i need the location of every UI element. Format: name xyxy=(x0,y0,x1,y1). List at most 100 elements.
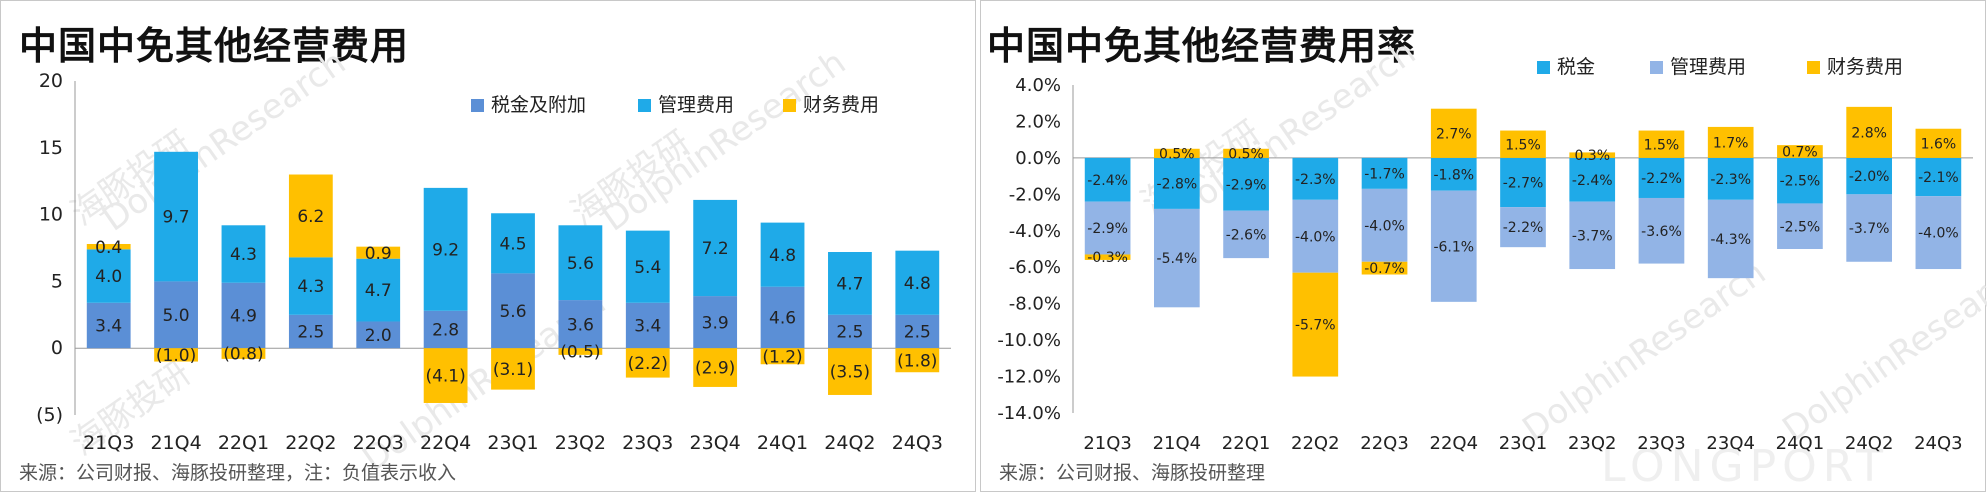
bar-23Q3-管理费用 xyxy=(1638,197,1685,264)
data-label: 0.9 xyxy=(365,244,392,264)
bar-22Q1-财务费用 xyxy=(221,348,266,359)
data-label: -3.6% xyxy=(1641,224,1682,240)
data-label: (0.5) xyxy=(560,343,600,363)
data-label: 2.5 xyxy=(836,323,863,343)
data-label: -5.7% xyxy=(1295,318,1336,334)
data-label: 0.4 xyxy=(95,238,122,258)
x-tick-label: 22Q4 xyxy=(1430,433,1479,454)
bar-22Q2-税金及附加 xyxy=(288,314,333,349)
data-label: (4.1) xyxy=(425,367,465,387)
bar-23Q3-管理费用 xyxy=(625,230,670,303)
data-label: 3.6 xyxy=(567,315,594,335)
bar-23Q1-财务费用 xyxy=(491,348,535,390)
data-label: 4.7 xyxy=(836,275,863,295)
bar-23Q1-税金及附加 xyxy=(491,273,535,349)
data-label: 2.8 xyxy=(432,321,459,341)
data-label: 4.8 xyxy=(769,246,796,266)
data-label: -4.0% xyxy=(1364,218,1405,234)
bar-23Q1-管理费用 xyxy=(491,213,535,274)
data-label: -6.1% xyxy=(1433,239,1474,255)
data-label: 0.7% xyxy=(1782,145,1818,161)
bar-23Q1-税金 xyxy=(1500,157,1546,208)
data-label: -2.2% xyxy=(1641,171,1682,187)
y-tick-label: 20 xyxy=(39,70,63,92)
bar-24Q1-管理费用 xyxy=(760,222,805,287)
legend-swatch-税金 xyxy=(1537,61,1550,74)
data-label: 0.3% xyxy=(1574,148,1610,164)
x-tick-label: 21Q3 xyxy=(1083,433,1132,454)
data-label: 9.2 xyxy=(432,240,459,260)
bar-24Q1-管理费用 xyxy=(1777,203,1823,249)
legend-swatch-财务费用 xyxy=(783,99,796,112)
data-label: -2.4% xyxy=(1572,173,1613,189)
legend-swatch-税金及附加 xyxy=(471,99,484,112)
data-label: -2.7% xyxy=(1503,176,1544,192)
data-label: 0.5% xyxy=(1228,146,1264,162)
data-label: -3.7% xyxy=(1572,228,1613,244)
x-tick-label: 23Q3 xyxy=(1637,433,1686,454)
chart-source: 来源：公司财报、海豚投研整理，注：负值表示收入 xyxy=(19,462,457,484)
bar-23Q4-管理费用 xyxy=(1707,199,1754,279)
bar-23Q2-财务费用 xyxy=(558,348,603,355)
x-tick-label: 22Q1 xyxy=(218,432,269,454)
bar-21Q4-财务费用 xyxy=(154,348,198,362)
bar-21Q4-管理费用 xyxy=(1154,208,1200,308)
data-label: -1.8% xyxy=(1433,167,1474,183)
bar-21Q4-管理费用 xyxy=(154,151,198,282)
data-label: 1.5% xyxy=(1644,137,1680,153)
data-label: -2.5% xyxy=(1780,174,1821,190)
bar-22Q3-管理费用 xyxy=(1361,188,1408,262)
bar-23Q1-管理费用 xyxy=(1500,207,1546,248)
data-label: 5.6 xyxy=(499,302,526,322)
data-label: -2.4% xyxy=(1087,173,1128,189)
legend-label: 管理费用 xyxy=(658,94,734,116)
legend-label: 财务费用 xyxy=(803,94,879,116)
x-tick-label: 24Q3 xyxy=(1914,433,1963,454)
bar-23Q2-财务费用 xyxy=(1569,152,1616,158)
data-label: 4.3 xyxy=(230,245,257,265)
bar-24Q2-税金 xyxy=(1846,157,1892,195)
bar-22Q4-管理费用 xyxy=(423,187,468,311)
bar-24Q2-管理费用 xyxy=(828,252,872,315)
bar-23Q3-税金及附加 xyxy=(625,302,670,349)
legend-swatch-财务费用 xyxy=(1807,61,1820,74)
data-label: (1.0) xyxy=(156,346,196,366)
x-tick-label: 22Q2 xyxy=(285,432,336,454)
x-tick-label: 23Q3 xyxy=(622,432,673,454)
bar-22Q2-管理费用 xyxy=(1292,199,1339,273)
y-tick-label: 0.0% xyxy=(1015,148,1061,169)
data-label: 1.6% xyxy=(1921,136,1957,152)
bar-22Q4-税金及附加 xyxy=(423,310,468,349)
bar-24Q2-管理费用 xyxy=(1846,194,1892,262)
bar-22Q2-财务费用 xyxy=(288,174,333,258)
y-tick-label: -14.0% xyxy=(997,403,1061,424)
x-tick-label: 21Q3 xyxy=(83,432,134,454)
data-label: -3.7% xyxy=(1849,221,1890,237)
data-label: 7.2 xyxy=(702,239,729,259)
x-tick-label: 23Q4 xyxy=(1706,433,1755,454)
bar-23Q3-财务费用 xyxy=(625,348,670,378)
bar-22Q2-财务费用 xyxy=(1292,272,1339,377)
bar-24Q3-税金 xyxy=(1915,157,1962,197)
data-label: -5.4% xyxy=(1157,251,1198,267)
y-tick-label: -2.0% xyxy=(1009,184,1061,205)
bar-22Q1-管理费用 xyxy=(221,225,266,283)
x-tick-label: 22Q3 xyxy=(1360,433,1409,454)
legend-label: 税金 xyxy=(1557,56,1595,78)
data-label: 2.8% xyxy=(1851,125,1887,141)
x-tick-label: 22Q2 xyxy=(1291,433,1340,454)
bar-22Q1-财务费用 xyxy=(1223,148,1269,158)
x-tick-label: 21Q4 xyxy=(1153,433,1202,454)
y-tick-label: -6.0% xyxy=(1009,257,1061,278)
y-tick-label: -8.0% xyxy=(1009,294,1061,315)
bar-22Q4-税金 xyxy=(1430,157,1477,191)
data-label: -2.2% xyxy=(1503,220,1544,236)
bar-21Q3-管理费用 xyxy=(86,249,131,303)
y-tick-label: 2.0% xyxy=(1015,111,1061,132)
data-label: -1.7% xyxy=(1364,166,1405,182)
data-label: -4.3% xyxy=(1710,232,1751,248)
data-label: -2.9% xyxy=(1226,177,1267,193)
x-tick-label: 23Q2 xyxy=(1568,433,1617,454)
data-label: 5.6 xyxy=(567,254,594,274)
data-label: 4.3 xyxy=(297,277,324,297)
